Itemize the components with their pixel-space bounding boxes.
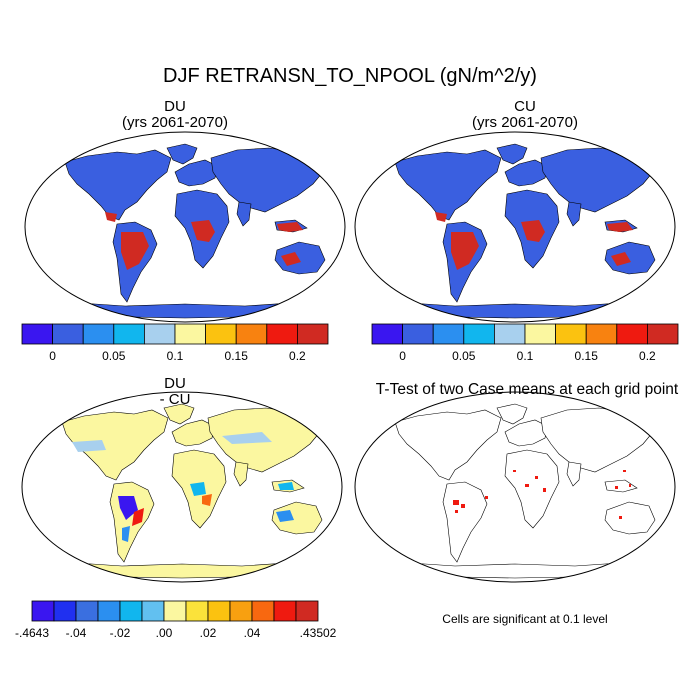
map-frame-du xyxy=(24,131,346,323)
colorbar-cu-tick-label: 0 xyxy=(399,349,406,363)
colorbar-cu-tick-label: 0.05 xyxy=(452,349,476,363)
colorbar-diff-tick-label: .02 xyxy=(200,626,217,640)
land-diff xyxy=(61,403,323,579)
colorbar-du-tick-label: 0.2 xyxy=(289,349,306,363)
colorbar-diff-swatch xyxy=(185,600,209,622)
colorbar-diff-tick-label: -.4643 xyxy=(15,626,49,640)
colorbar-diff-swatch xyxy=(207,600,231,622)
colorbar-diff: -.4643 -.04 -.02 .00 .02 .04 .43502 xyxy=(15,600,337,640)
colorbar-diff-swatch xyxy=(141,600,165,622)
colorbar-diff-tick-label: .00 xyxy=(156,626,173,640)
colorbar-diff-swatch xyxy=(273,600,297,622)
colorbar-diff-swatch xyxy=(295,600,319,622)
diff-anomaly-cells xyxy=(72,432,294,542)
colorbar-diff-swatch xyxy=(119,600,143,622)
panel-ttest-title: T-Test of two Case means at each grid po… xyxy=(375,381,679,398)
colorbar-cu-tick-label: 0.2 xyxy=(639,349,656,363)
colorbar-cu-swatch xyxy=(371,323,404,345)
map-du xyxy=(24,131,346,323)
colorbar-du-swatch xyxy=(113,323,145,345)
colorbar-cu-swatch xyxy=(585,323,618,345)
colorbar-cu-swatch xyxy=(402,323,434,345)
colorbar-du-tick-label: 0.1 xyxy=(167,349,184,363)
colorbar-diff-tick-label: .43502 xyxy=(300,626,337,640)
colorbar-cu-swatch xyxy=(463,323,495,345)
colorbar-cu-tick-label: 0.1 xyxy=(517,349,534,363)
figure-title: DJF RETRANSN_TO_NPOOL (gN/m^2/y) xyxy=(163,65,537,87)
colorbar-du-swatch xyxy=(21,323,54,345)
colorbar-diff-swatch xyxy=(75,600,99,622)
map-cu xyxy=(354,131,676,323)
colorbar-du-tick-label: 0 xyxy=(49,349,56,363)
colorbar-du-tick-label: 0.15 xyxy=(225,349,249,363)
colorbar-diff-tick-label: -.04 xyxy=(66,626,87,640)
significance-note: Cells are significant at 0.1 level xyxy=(442,612,608,626)
colorbar-diff-swatch xyxy=(229,600,253,622)
map-diff xyxy=(21,391,343,583)
colorbar-diff-swatch xyxy=(251,600,275,622)
colorbar-cu-swatch xyxy=(432,323,465,345)
colorbar-du-swatch xyxy=(205,323,237,345)
map-ttest xyxy=(354,391,676,583)
colorbar-du-swatch xyxy=(143,323,176,345)
colorbar-diff-swatch xyxy=(31,600,55,622)
colorbar-diff-tick-label: .04 xyxy=(244,626,261,640)
colorbar-diff-tick-label: -.02 xyxy=(110,626,131,640)
panel-cu-subtitle: (yrs 2061-2070) xyxy=(472,114,578,131)
panel-diff-subtitle: - CU xyxy=(159,391,191,408)
colorbar-diff-swatch xyxy=(163,600,187,622)
colorbar-du-swatch xyxy=(266,323,298,345)
map-frame-cu xyxy=(354,131,676,323)
colorbar-du: 0 0.05 0.1 0.15 0.2 xyxy=(21,323,329,363)
colorbar-cu: 0 0.05 0.1 0.15 0.2 xyxy=(371,323,679,363)
map-frame-diff xyxy=(21,391,343,583)
colorbar-diff-swatch xyxy=(97,600,121,622)
colorbar-du-swatch xyxy=(82,323,115,345)
panel-diff-title: DU xyxy=(164,375,186,392)
colorbar-cu-swatch xyxy=(524,323,557,345)
panel-du-title: DU xyxy=(164,98,186,115)
colorbar-du-tick-label: 0.05 xyxy=(102,349,126,363)
colorbar-du-swatch xyxy=(174,323,207,345)
panel-cu-title: CU xyxy=(514,98,536,115)
colorbar-cu-swatch xyxy=(647,323,679,345)
colorbar-du-swatch xyxy=(296,323,329,345)
panel-du-subtitle: (yrs 2061-2070) xyxy=(122,114,228,131)
colorbar-cu-tick-label: 0.15 xyxy=(575,349,599,363)
colorbar-cu-swatch xyxy=(616,323,648,345)
land-ttest xyxy=(394,403,656,579)
colorbar-diff-swatch xyxy=(53,600,77,622)
colorbar-du-swatch xyxy=(235,323,268,345)
colorbar-du-swatch xyxy=(52,323,84,345)
colorbar-cu-swatch xyxy=(493,323,526,345)
colorbar-cu-swatch xyxy=(555,323,587,345)
map-frame-ttest xyxy=(354,391,676,583)
